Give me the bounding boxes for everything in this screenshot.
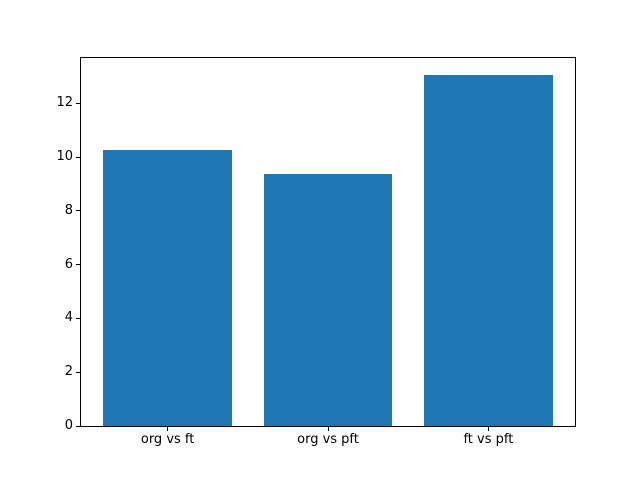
- x-tick-mark: [327, 427, 329, 431]
- y-tick-label: 2: [64, 364, 73, 380]
- y-tick-mark: [76, 102, 80, 104]
- x-tick-label: org vs ft: [140, 432, 195, 447]
- y-tick-mark: [76, 156, 80, 158]
- y-tick-label: 0: [64, 418, 73, 433]
- plot-area: [80, 57, 576, 427]
- y-tick-label: 12: [56, 95, 73, 111]
- x-tick-label: org vs pft: [297, 432, 359, 447]
- y-tick-mark: [76, 210, 80, 212]
- bar: [424, 75, 553, 426]
- y-tick-mark: [76, 425, 80, 427]
- y-tick-label: 4: [64, 310, 73, 326]
- y-tick-label: 10: [56, 149, 73, 165]
- x-tick-mark: [487, 427, 489, 431]
- y-tick-label: 6: [64, 256, 73, 272]
- x-tick-mark: [167, 427, 169, 431]
- bar: [103, 150, 232, 426]
- y-tick-mark: [76, 317, 80, 319]
- y-tick-mark: [76, 371, 80, 373]
- y-tick-label: 8: [64, 202, 73, 218]
- bar: [263, 174, 393, 426]
- x-tick-label: ft vs pft: [463, 432, 514, 447]
- y-tick-mark: [76, 264, 80, 266]
